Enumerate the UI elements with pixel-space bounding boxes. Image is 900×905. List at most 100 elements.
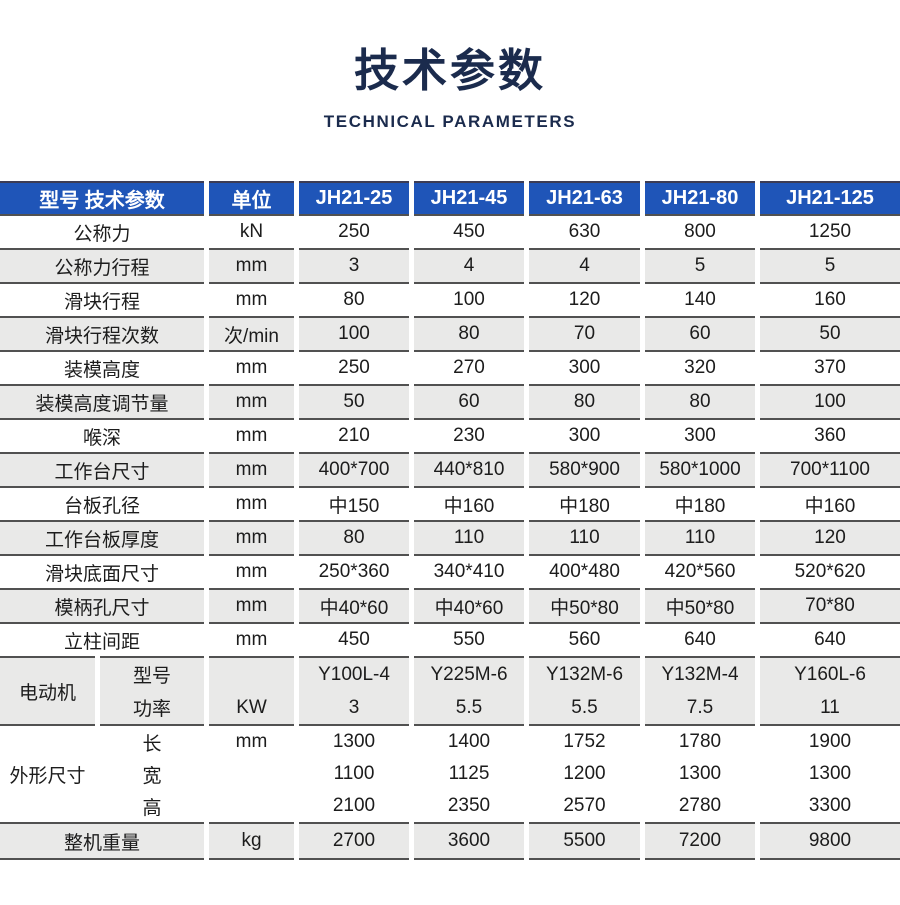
row-label: 装模高度调节量	[0, 384, 204, 418]
cell-value: 520*620	[760, 554, 900, 588]
cell-value: 340*410	[414, 554, 524, 588]
row-unit: mm	[209, 350, 294, 384]
motor-model: Y160L-6	[794, 663, 866, 685]
cell-value: 400*480	[529, 554, 640, 588]
header-model-jh21-80: JH21-80	[645, 181, 755, 214]
dimension-length: 1780	[678, 731, 722, 752]
cell-value: 800	[645, 214, 755, 248]
weight-value: 9800	[760, 822, 900, 860]
dimensions-unit-value: mm	[235, 731, 268, 752]
cell-value: 1250	[760, 214, 900, 248]
cell-value: 中180	[645, 486, 755, 520]
cell-value: 110	[529, 520, 640, 554]
header-model-jh21-45: JH21-45	[414, 181, 524, 214]
row-unit: mm	[209, 486, 294, 520]
cell-value: 5	[760, 248, 900, 282]
cell-value: 300	[529, 350, 640, 384]
cell-value: 50	[760, 316, 900, 350]
cell-value: 中180	[529, 486, 640, 520]
height-sublabel: 高	[142, 797, 162, 819]
row-label: 滑块行程次数	[0, 316, 204, 350]
header-model-jh21-25: JH21-25	[299, 181, 409, 214]
cell-value: 中160	[414, 486, 524, 520]
cell-value: 640	[760, 622, 900, 656]
row-unit: mm	[209, 588, 294, 622]
dimensions-cell: 1780 1300 2780	[645, 724, 755, 822]
dimension-width: 1300	[678, 763, 722, 784]
length-sublabel: 长	[142, 733, 162, 755]
cell-value: 550	[414, 622, 524, 656]
dimensions-label: 外形尺寸	[0, 724, 95, 822]
page-header: 技术参数 TECHNICAL PARAMETERS	[0, 0, 900, 181]
row-unit: mm	[209, 622, 294, 656]
cell-value: 250*360	[299, 554, 409, 588]
dimension-width: 1200	[563, 763, 606, 784]
cell-value: 50	[299, 384, 409, 418]
dimensions-cell: 1400 1125 2350	[414, 724, 524, 822]
dimensions-cell: 1752 1200 2570	[529, 724, 640, 822]
dimension-length: 1300	[332, 731, 376, 752]
row-label: 台板孔径	[0, 486, 204, 520]
cell-value: 250	[299, 214, 409, 248]
dimension-length: 1400	[447, 731, 491, 752]
cell-value: 5	[645, 248, 755, 282]
cell-value: 80	[529, 384, 640, 418]
cell-value: 400*700	[299, 452, 409, 486]
dimension-height: 2780	[678, 795, 722, 816]
row-unit: mm	[209, 452, 294, 486]
cell-value: 80	[414, 316, 524, 350]
cell-value: 210	[299, 418, 409, 452]
dimension-height: 2100	[332, 795, 376, 816]
header-model-jh21-125: JH21-125	[760, 181, 900, 214]
row-label: 公称力行程	[0, 248, 204, 282]
motor-model: Y225M-6	[430, 663, 508, 685]
width-sublabel: 宽	[142, 765, 162, 787]
row-unit: mm	[209, 520, 294, 554]
dimensions-unit-spacer	[209, 758, 294, 790]
row-label: 喉深	[0, 418, 204, 452]
cell-value: 中40*60	[414, 588, 524, 622]
cell-value: 120	[760, 520, 900, 554]
cell-value: 360	[760, 418, 900, 452]
dimension-width: 1100	[333, 763, 375, 784]
cell-value: 100	[760, 384, 900, 418]
cell-value: 60	[414, 384, 524, 418]
cell-value: 80	[645, 384, 755, 418]
motor-power: 5.5	[571, 696, 598, 718]
cell-value: 70	[529, 316, 640, 350]
cell-value: 320	[645, 350, 755, 384]
dimensions-unit: mm	[209, 724, 294, 822]
cell-value: 450	[299, 622, 409, 656]
dimension-height: 2350	[447, 795, 491, 816]
motor-cell: Y132M-6 5.5	[529, 656, 640, 724]
cell-value: 300	[529, 418, 640, 452]
cell-value: 110	[414, 520, 524, 554]
dimension-height: 2570	[563, 795, 606, 816]
dimension-width: 1300	[808, 763, 852, 784]
row-unit: mm	[209, 418, 294, 452]
cell-value: 250	[299, 350, 409, 384]
header-model-label: 型号 技术参数	[0, 181, 204, 214]
motor-cell: Y160L-6 11	[760, 656, 900, 724]
cell-value: 中40*60	[299, 588, 409, 622]
dimensions-cell: 1900 1300 3300	[760, 724, 900, 822]
cell-value: 80	[299, 520, 409, 554]
motor-power: 7.5	[686, 696, 714, 718]
cell-value: 4	[414, 248, 524, 282]
cell-value: 560	[529, 622, 640, 656]
cell-value: 中150	[299, 486, 409, 520]
row-label: 工作台板厚度	[0, 520, 204, 554]
row-label: 滑块底面尺寸	[0, 554, 204, 588]
header-model-jh21-63: JH21-63	[529, 181, 640, 214]
row-unit: 次/min	[209, 316, 294, 350]
motor-model: Y100L-4	[318, 663, 390, 685]
motor-label: 电动机	[0, 656, 95, 724]
cell-value: 80	[299, 282, 409, 316]
row-unit: mm	[209, 384, 294, 418]
motor-unit-spacer	[209, 658, 294, 691]
cell-value: 100	[414, 282, 524, 316]
row-unit: mm	[209, 248, 294, 282]
motor-cell: Y100L-4 3	[299, 656, 409, 724]
cell-value: 4	[529, 248, 640, 282]
weight-value: 5500	[529, 822, 640, 860]
